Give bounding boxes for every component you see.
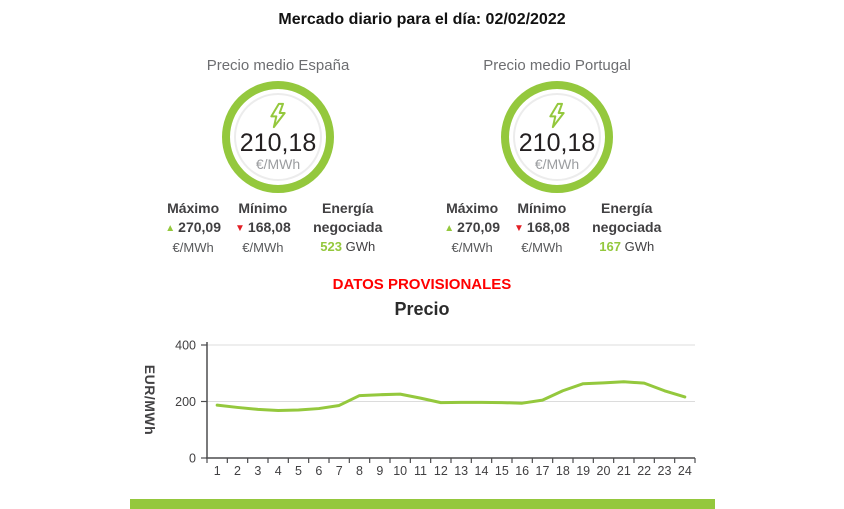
- svg-text:3: 3: [254, 464, 261, 478]
- up-triangle-icon: ▲: [165, 223, 176, 234]
- portugal-min-unit: €/MWh: [521, 240, 563, 255]
- spain-max-unit: €/MWh: [172, 240, 214, 255]
- spain-min-value: 168,08: [247, 219, 291, 235]
- svg-text:17: 17: [536, 464, 550, 478]
- down-triangle-icon: ▼: [514, 223, 524, 234]
- portugal-average-unit: €/MWh: [534, 155, 580, 172]
- portugal-max-unit: €/MWh: [451, 240, 493, 255]
- svg-text:7: 7: [336, 464, 343, 478]
- svg-text:20: 20: [597, 464, 611, 478]
- svg-text:200: 200: [175, 395, 196, 409]
- spain-energy-stat: Energía negociada 523 GWh: [305, 199, 391, 256]
- svg-text:10: 10: [393, 464, 407, 478]
- energy-label: Energía negociada: [592, 200, 662, 235]
- svg-text:6: 6: [315, 464, 322, 478]
- portugal-max-stat: Máximo ▲ 270,09 €/MWh: [444, 199, 500, 257]
- portugal-min-value: 168,08: [526, 219, 570, 235]
- page-title: Mercado diario para el día: 02/02/2022: [278, 11, 566, 28]
- svg-text:13: 13: [454, 464, 468, 478]
- down-triangle-icon: ▼: [235, 223, 245, 234]
- min-label: Mínimo: [517, 200, 567, 216]
- up-triangle-icon: ▲: [444, 223, 455, 234]
- portugal-min-stat: Mínimo ▼ 168,08 €/MWh: [514, 199, 570, 257]
- svg-text:12: 12: [434, 464, 448, 478]
- spain-min-stat: Mínimo ▼ 168,08 €/MWh: [235, 199, 291, 257]
- portugal-header: Precio medio Portugal: [483, 57, 631, 74]
- svg-text:19: 19: [576, 464, 590, 478]
- spain-max-value: 270,09: [178, 219, 221, 235]
- spain-min-unit: €/MWh: [242, 240, 284, 255]
- spain-average-unit: €/MWh: [255, 155, 301, 172]
- lightning-icon: [270, 102, 286, 128]
- portugal-panel: Precio medio Portugal 210,18 €/MWh Máxim…: [412, 57, 702, 257]
- spain-max-stat: Máximo ▲ 270,09 €/MWh: [165, 199, 221, 257]
- spain-energy-unit: GWh: [345, 239, 376, 254]
- svg-text:0: 0: [189, 452, 196, 466]
- svg-text:5: 5: [295, 464, 302, 478]
- y-axis-label: EUR/MWh: [142, 364, 158, 436]
- provisional-data-notice: DATOS PROVISIONALES: [332, 276, 512, 293]
- svg-text:22: 22: [637, 464, 651, 478]
- chart-title: Precio: [394, 299, 450, 319]
- portugal-energy-stat: Energía negociada 167 GWh: [584, 199, 670, 256]
- svg-text:9: 9: [376, 464, 383, 478]
- spain-average-value: 210,18: [239, 128, 317, 157]
- svg-text:18: 18: [556, 464, 570, 478]
- svg-text:400: 400: [175, 339, 196, 353]
- svg-text:21: 21: [617, 464, 631, 478]
- svg-text:1: 1: [214, 464, 221, 478]
- portugal-average-value: 210,18: [518, 128, 596, 157]
- portugal-energy-unit: GWh: [624, 239, 655, 254]
- max-label: Máximo: [446, 200, 499, 216]
- portugal-average-gauge: 210,18 €/MWh: [501, 81, 613, 193]
- energy-label: Energía negociada: [313, 200, 383, 235]
- lightning-icon: [549, 102, 565, 128]
- spain-header: Precio medio España: [206, 57, 350, 74]
- svg-text:14: 14: [475, 464, 489, 478]
- spain-energy-value: 523: [320, 239, 342, 254]
- portugal-energy-value: 167: [599, 239, 621, 254]
- svg-text:16: 16: [515, 464, 529, 478]
- portugal-max-value: 270,09: [457, 219, 500, 235]
- svg-text:8: 8: [356, 464, 363, 478]
- spain-panel: Precio medio España 210,18 €/MWh Máximo …: [133, 57, 423, 257]
- svg-text:15: 15: [495, 464, 509, 478]
- svg-text:11: 11: [414, 464, 427, 478]
- svg-text:24: 24: [678, 464, 692, 478]
- max-label: Máximo: [167, 200, 220, 216]
- bottom-green-bar: [130, 499, 715, 509]
- portugal-stats: Máximo ▲ 270,09 €/MWh Mínimo ▼ 168,08 €/MW…: [444, 199, 669, 257]
- svg-text:2: 2: [234, 464, 241, 478]
- svg-text:4: 4: [275, 464, 282, 478]
- price-chart-area: 0 200 400 1 2 3 4 5 6 7 8 9 10 11 12 13 14 15 16 17 18 19 20 21…: [0, 330, 844, 490]
- spain-average-gauge: 210,18 €/MWh: [222, 81, 334, 193]
- svg-text:23: 23: [658, 464, 672, 478]
- spain-stats: Máximo ▲ 270,09 €/MWh Mínimo ▼ 168,08 €/MW…: [165, 199, 390, 257]
- min-label: Mínimo: [238, 200, 288, 216]
